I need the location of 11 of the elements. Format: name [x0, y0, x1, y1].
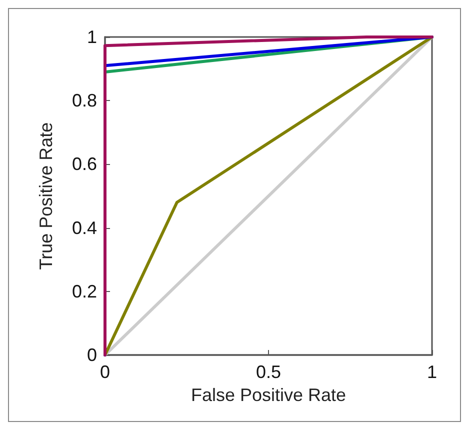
- x-axis-title: False Positive Rate: [190, 384, 346, 405]
- y-tick-label: 1: [86, 27, 97, 47]
- x-tick-label: 1: [426, 362, 438, 382]
- y-tick-label: 0.8: [72, 90, 97, 111]
- y-tick-label: 0.2: [72, 281, 97, 302]
- y-tick-label: 0.6: [72, 154, 97, 174]
- x-tick-label: 0.5: [256, 362, 282, 382]
- y-axis-title: True Positive Rate: [36, 122, 56, 270]
- y-tick-label: 0.4: [72, 218, 97, 238]
- x-tick-label: 0: [100, 362, 110, 382]
- y-tick-label: 0: [86, 345, 97, 365]
